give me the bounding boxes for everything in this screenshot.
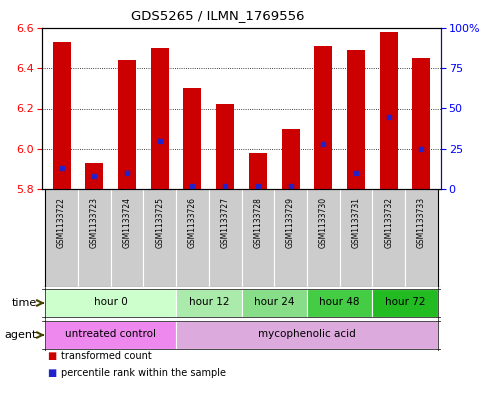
Text: GSM1133727: GSM1133727 (221, 197, 229, 248)
Bar (45, 288, 176, 318)
Bar (45, 189, 78, 287)
Text: GSM1133722: GSM1133722 (57, 197, 66, 248)
Bar (176, 189, 209, 287)
Bar (151, 48, 169, 189)
Bar (78, 189, 111, 287)
Bar (242, 288, 307, 318)
Text: GSM1133723: GSM1133723 (90, 197, 99, 248)
Bar (282, 129, 299, 189)
Text: GSM1133725: GSM1133725 (155, 197, 164, 248)
Text: percentile rank within the sample: percentile rank within the sample (61, 368, 227, 378)
Bar (380, 32, 398, 189)
Bar (372, 288, 438, 318)
Bar (209, 189, 242, 287)
Text: GSM1133724: GSM1133724 (123, 197, 131, 248)
Bar (176, 321, 438, 349)
Bar (314, 46, 332, 189)
Bar (372, 189, 405, 287)
Bar (53, 42, 71, 189)
Bar (143, 189, 176, 287)
Text: GSM1133729: GSM1133729 (286, 197, 295, 248)
Text: GDS5265 / ILMN_1769556: GDS5265 / ILMN_1769556 (130, 9, 304, 22)
Bar (307, 288, 372, 318)
Bar (274, 189, 307, 287)
Text: hour 48: hour 48 (319, 298, 360, 307)
Text: GSM1133733: GSM1133733 (417, 197, 426, 248)
Text: GSM1133726: GSM1133726 (188, 197, 197, 248)
Text: hour 12: hour 12 (188, 298, 229, 307)
Text: agent: agent (5, 330, 37, 340)
Bar (307, 189, 340, 287)
Bar (111, 189, 143, 287)
Text: transformed count: transformed count (61, 351, 152, 361)
Text: ■: ■ (47, 368, 56, 378)
Text: hour 24: hour 24 (254, 298, 295, 307)
Bar (45, 321, 176, 349)
Bar (405, 189, 438, 287)
Bar (176, 288, 242, 318)
Bar (249, 153, 267, 189)
Text: GSM1133732: GSM1133732 (384, 197, 393, 248)
Bar (85, 163, 103, 189)
Text: ■: ■ (47, 351, 56, 361)
Bar (216, 105, 234, 189)
Text: untreated control: untreated control (65, 329, 156, 340)
Bar (242, 189, 274, 287)
Bar (340, 189, 372, 287)
Text: hour 72: hour 72 (385, 298, 425, 307)
Text: GSM1133730: GSM1133730 (319, 197, 328, 248)
Bar (118, 60, 136, 189)
Text: time: time (12, 298, 37, 308)
Bar (347, 50, 365, 189)
Text: hour 0: hour 0 (94, 298, 128, 307)
Bar (184, 88, 201, 189)
Text: GSM1133728: GSM1133728 (254, 197, 262, 248)
Text: GSM1133731: GSM1133731 (352, 197, 360, 248)
Bar (412, 58, 430, 189)
Text: mycophenolic acid: mycophenolic acid (258, 329, 356, 340)
